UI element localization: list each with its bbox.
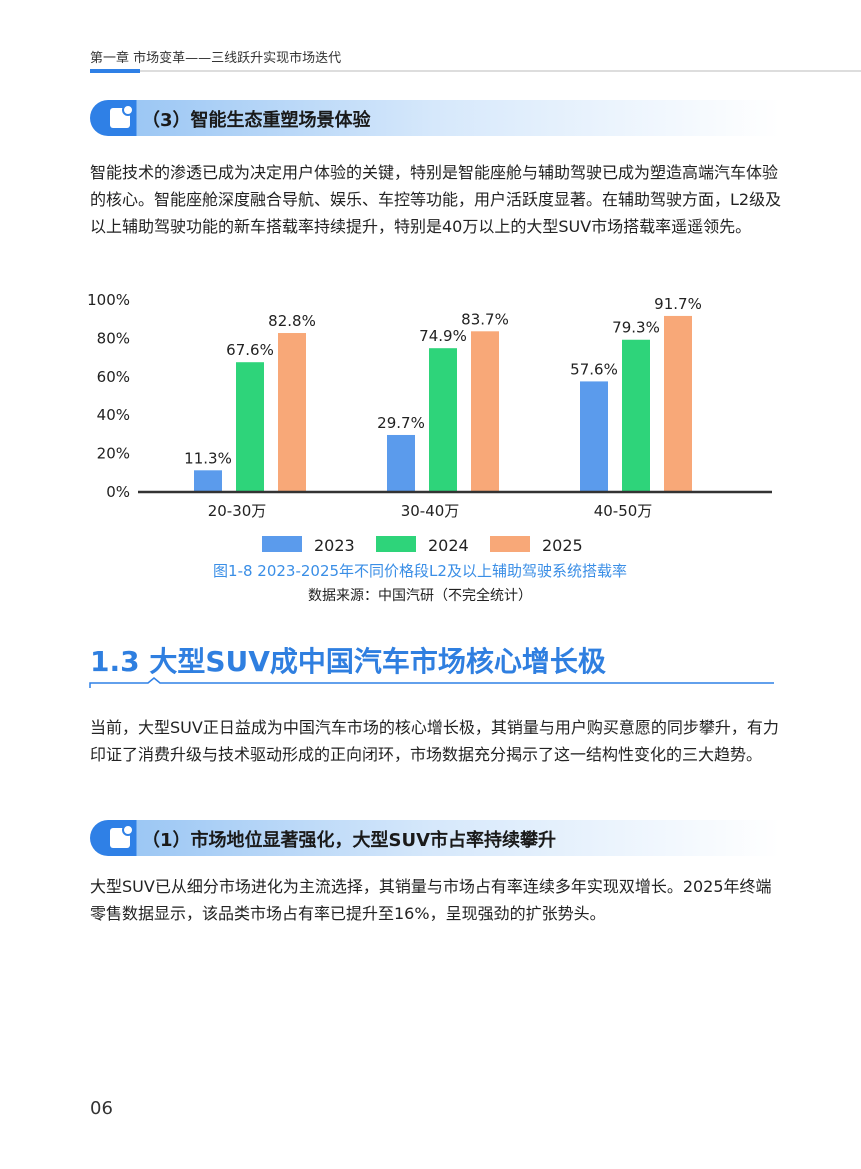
legend-label: 2023 bbox=[314, 536, 355, 555]
bar bbox=[194, 470, 222, 492]
y-tick-label: 40% bbox=[97, 406, 130, 424]
bar bbox=[664, 315, 692, 492]
x-tick-label: 30-40万 bbox=[401, 502, 460, 520]
data-label: 83.7% bbox=[461, 310, 509, 328]
data-label: 57.6% bbox=[570, 360, 618, 378]
data-label: 67.6% bbox=[226, 341, 274, 359]
y-tick-label: 80% bbox=[97, 329, 130, 347]
data-label: 82.8% bbox=[268, 312, 316, 330]
bar bbox=[429, 348, 457, 492]
header-rule bbox=[90, 70, 861, 72]
bar bbox=[471, 331, 499, 492]
chart-source: 数据来源：中国汽研（不完全统计） bbox=[308, 587, 532, 604]
paragraph: 大型SUV已从细分市场进化为主流选择，其销量与市场占有率连续多年实现双增长。20… bbox=[90, 877, 772, 923]
bar bbox=[278, 333, 306, 492]
legend-swatch bbox=[376, 536, 416, 552]
data-label: 29.7% bbox=[377, 414, 425, 432]
bar bbox=[387, 434, 415, 492]
x-tick-label: 20-30万 bbox=[208, 502, 267, 520]
bar bbox=[580, 381, 608, 492]
banner-icon bbox=[110, 104, 134, 128]
heading-rule bbox=[89, 677, 774, 688]
y-tick-label: 20% bbox=[97, 445, 130, 463]
legend-label: 2024 bbox=[428, 536, 469, 555]
bar bbox=[236, 362, 264, 492]
paragraph: 智能技术的渗透已成为决定用户体验的关键，特别是智能座舱与辅助驾驶已成为塑造高端汽… bbox=[90, 163, 782, 236]
section-title: （3）智能生态重塑场景体验 bbox=[142, 110, 371, 131]
section-heading: 1.3 大型SUV成中国汽车市场核心增长极 bbox=[90, 645, 606, 678]
legend-swatch bbox=[262, 536, 302, 552]
chart: 图1-8 2023-2025年不同价格段L2及以上辅助驾驶系统搭载率 数据来源：… bbox=[87, 291, 772, 604]
page-number: 06 bbox=[90, 1098, 113, 1119]
header-accent bbox=[90, 69, 140, 73]
data-label: 79.3% bbox=[612, 319, 660, 337]
x-tick-label: 40-50万 bbox=[594, 502, 653, 520]
y-tick-label: 60% bbox=[97, 368, 130, 386]
chapter-header: 第一章 市场变革——三线跃升实现市场迭代 bbox=[90, 51, 342, 66]
y-tick-label: 100% bbox=[87, 291, 130, 309]
banner-icon bbox=[110, 824, 134, 848]
legend-label: 2025 bbox=[542, 536, 583, 555]
data-label: 74.9% bbox=[419, 327, 467, 345]
section-banner: （3）智能生态重塑场景体验 bbox=[90, 100, 780, 136]
subsection-title: （1）市场地位显著强化，大型SUV市占率持续攀升 bbox=[142, 830, 557, 851]
bar bbox=[622, 339, 650, 492]
y-tick-label: 0% bbox=[106, 483, 130, 501]
subsection-banner: （1）市场地位显著强化，大型SUV市占率持续攀升 bbox=[90, 820, 780, 856]
legend-swatch bbox=[490, 536, 530, 552]
data-label: 91.7% bbox=[654, 295, 702, 313]
chart-caption: 图1-8 2023-2025年不同价格段L2及以上辅助驾驶系统搭载率 bbox=[213, 562, 627, 580]
paragraph: 当前，大型SUV正日益成为中国汽车市场的核心增长极，其销量与用户购买意愿的同步攀… bbox=[90, 718, 779, 764]
data-label: 11.3% bbox=[184, 449, 232, 467]
